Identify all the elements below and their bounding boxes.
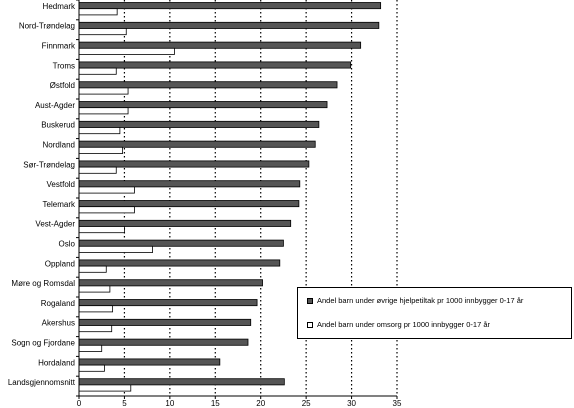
category-label-19: Hordaland [38,358,75,367]
category-label-8: Nordland [43,141,75,150]
bar-s2-1 [78,8,118,16]
bar-s1-9 [78,160,310,168]
legend-item-series-2: Andel barn under omsorg pr 1000 innbygge… [307,320,490,329]
axes [76,0,398,399]
category-label-7: Buskerud [41,121,75,130]
bar-s1-4 [78,61,352,69]
bar-s2-9 [78,166,117,174]
bar-s1-7 [78,120,320,128]
bar-s2-13 [78,245,153,253]
bar-s2-20 [78,384,132,392]
legend-label-series-2: Andel barn under omsorg pr 1000 innbygge… [317,320,491,329]
bar-s1-15 [78,279,263,287]
category-label-12: Vest-Agder [35,220,75,229]
category-label-11: Telemark [43,200,76,209]
bar-s2-14 [78,265,107,273]
category-label-13: Oslo [59,240,76,249]
bar-s2-8 [78,146,124,154]
bar-s2-3 [78,47,175,55]
x-tick-label-20: 20 [256,399,265,408]
bar-s1-2 [78,21,380,29]
category-label-6: Aust-Agder [35,101,75,110]
bar-s1-1 [78,2,382,10]
bar-s1-12 [78,219,292,227]
bar-s2-19 [78,364,105,372]
legend: Andel barn under øvrige hjelpetiltak pr … [297,287,572,339]
bar-s2-11 [78,206,135,214]
bar-s2-5 [78,87,129,95]
bar-s1-19 [78,358,221,366]
bar-s1-5 [78,81,338,89]
bars [78,2,382,392]
bar-s1-16 [78,299,258,307]
x-tick-label-15: 15 [211,399,220,408]
tick-labels: 0 5 10 15 20 25 30 35 [77,399,402,408]
bar-s1-8 [78,140,316,148]
category-label-2: Nord-Trøndelag [19,22,75,31]
bar-s2-2 [78,28,127,36]
category-label-1: Hedmark [43,2,76,11]
legend-item-series-1: Andel barn under øvrige hjelpetiltak pr … [307,296,523,305]
category-label-17: Akershus [42,319,75,328]
bar-s1-20 [78,378,285,386]
legend-swatch-series-2 [307,321,313,328]
x-tick-label-0: 0 [77,399,82,408]
bar-s2-7 [78,127,121,135]
category-label-3: Finnmark [42,42,76,51]
bar-s2-6 [78,107,129,115]
category-label-15: Møre og Romsdal [11,279,75,288]
category-label-18: Sogn og Fjordane [11,339,75,348]
category-label-14: Oppland [45,259,75,268]
x-tick-label-35: 35 [393,399,402,408]
legend-label-series-1: Andel barn under øvrige hjelpetiltak pr … [317,296,524,305]
bar-s2-12 [78,226,125,234]
category-label-10: Vestfold [47,180,75,189]
bar-s1-13 [78,239,284,247]
bar-s2-4 [78,67,117,75]
bar-s1-18 [78,338,249,346]
bar-s2-10 [78,186,135,194]
bar-s1-11 [78,200,300,208]
bar-s2-16 [78,305,114,313]
category-label-4: Troms [53,61,75,70]
legend-swatch-series-1 [307,297,313,304]
bar-s2-17 [78,325,113,333]
bar-s1-6 [78,101,328,109]
x-tick-label-10: 10 [165,399,174,408]
bar-s2-18 [78,344,103,352]
bar-s2-15 [78,285,111,293]
category-labels: Hedmark Nord-Trøndelag Finnmark Troms Østfol… [8,2,76,387]
category-label-5: Østfold [50,81,75,90]
category-label-9: Sør-Trøndelag [23,160,75,169]
x-tick-label-25: 25 [302,399,311,408]
category-label-20: Landsgjennomsnitt [8,378,76,387]
bar-s1-10 [78,180,301,188]
bar-s1-3 [78,41,362,49]
category-label-16: Rogaland [41,299,75,308]
bar-s1-17 [78,318,252,326]
x-tick-label-5: 5 [122,399,127,408]
x-tick-label-30: 30 [347,399,356,408]
bar-s1-14 [78,259,281,267]
